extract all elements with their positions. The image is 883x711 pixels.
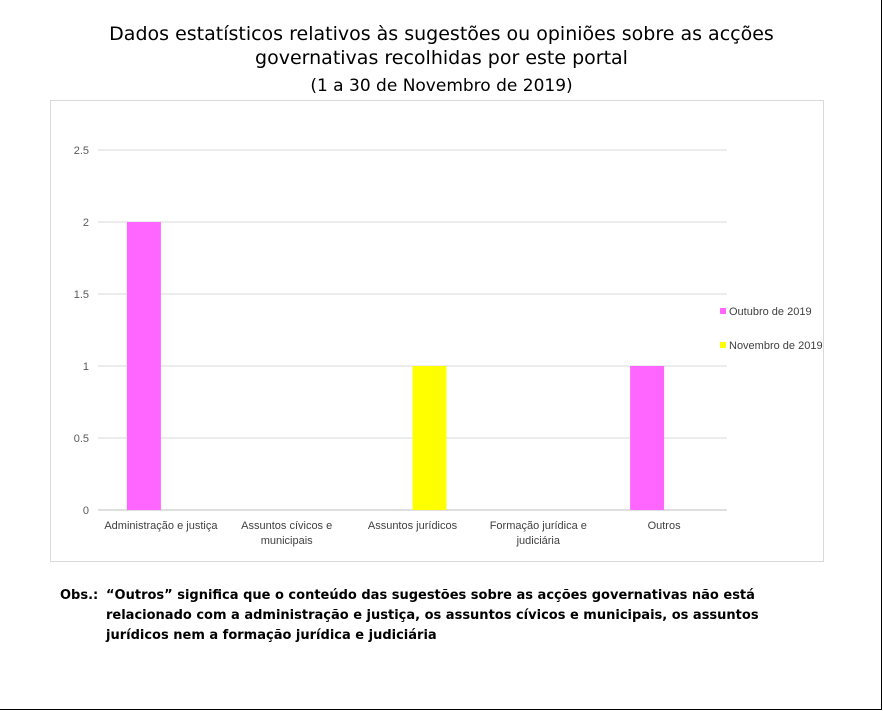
- bar-novembro-de-2019: [412, 366, 447, 510]
- y-tick-label: 0: [83, 505, 89, 517]
- note-label: Obs.:: [60, 588, 99, 603]
- x-category-label: Assuntos jurídicos: [368, 520, 458, 532]
- x-category-label: Formação jurídica e: [490, 520, 587, 532]
- bar-outubro-de-2019: [126, 222, 161, 510]
- chart-area: [50, 100, 824, 562]
- chart-title-line-1: Dados estatísticos relativos às sugestõe…: [109, 23, 774, 45]
- x-category-label: municipais: [261, 535, 313, 547]
- x-category-label: Administração e justiça: [104, 520, 218, 532]
- y-tick-label: 2.5: [74, 145, 89, 157]
- chart-subtitle: (1 a 30 de Novembro de 2019): [310, 76, 573, 96]
- legend-label: Novembro de 2019: [729, 340, 823, 352]
- legend-label: Outubro de 2019: [729, 306, 812, 318]
- bar-outubro-de-2019: [630, 366, 665, 510]
- y-tick-label: 2: [83, 217, 89, 229]
- x-category-label: Assuntos cívicos e: [241, 520, 332, 532]
- y-tick-label: 0.5: [74, 433, 89, 445]
- x-category-label: judiciária: [516, 535, 561, 547]
- note-text: “Outros” significa que o conteúdo das su…: [106, 588, 759, 643]
- x-category-label: Outros: [648, 520, 682, 532]
- legend-swatch: [720, 308, 726, 314]
- chart-title-line-2: governativas recolhidas por este portal: [255, 47, 628, 69]
- y-tick-label: 1.5: [74, 289, 89, 301]
- y-tick-label: 1: [83, 361, 89, 373]
- legend-swatch: [720, 342, 726, 348]
